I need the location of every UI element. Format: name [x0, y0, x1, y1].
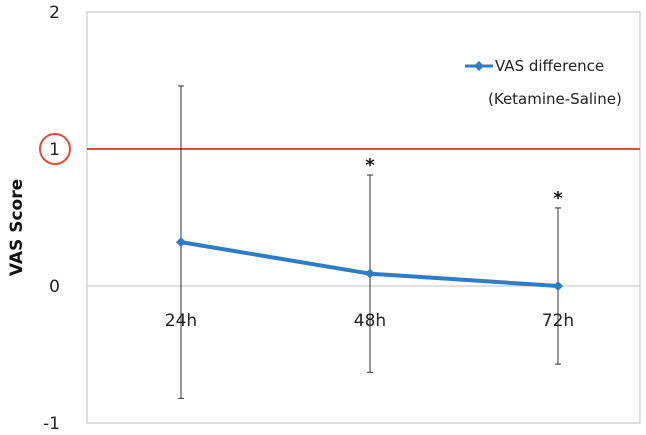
y-tick-label: -1: [43, 414, 60, 434]
category-labels: 24h 48h 72h: [165, 311, 574, 331]
y-axis-label: VAS Score: [7, 179, 27, 276]
reference-circle-marker: [39, 133, 71, 165]
legend-marker-swatch: [474, 61, 484, 71]
error-bars: [178, 85, 561, 399]
data-point: [365, 268, 375, 279]
data-points: [176, 237, 563, 291]
data-point: [553, 281, 563, 291]
legend: VAS difference (Ketamine-Saline): [465, 57, 622, 108]
category-label: 48h: [354, 311, 386, 331]
legend-entry-label: VAS difference: [495, 57, 604, 75]
y-tick-label: 2: [49, 3, 60, 23]
y-tick-label: 1: [49, 140, 60, 160]
significance-star: *: [553, 188, 563, 209]
category-label: 72h: [542, 311, 574, 331]
y-tick-label: 0: [49, 277, 60, 297]
category-label: 24h: [165, 311, 197, 331]
significance-markers: **: [365, 155, 563, 209]
legend-entry-sublabel: (Ketamine-Saline): [488, 90, 622, 108]
y-tick-labels: -1 0 1 2: [43, 3, 60, 434]
data-point: [176, 237, 186, 248]
significance-star: *: [365, 155, 375, 176]
plot-frame: [86, 11, 641, 424]
